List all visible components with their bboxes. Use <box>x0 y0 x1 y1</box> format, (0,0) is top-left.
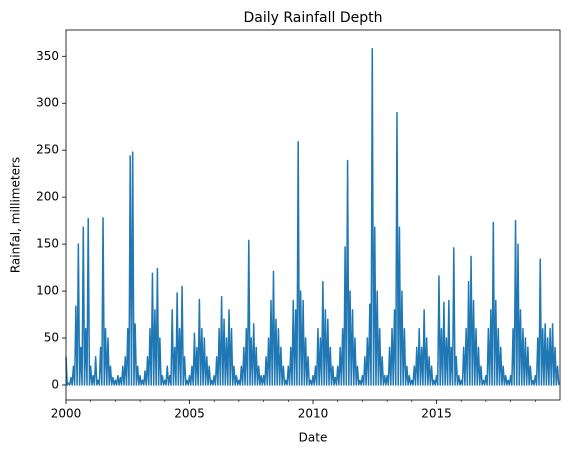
chart-title: Daily Rainfall Depth <box>243 10 382 26</box>
y-tick-label: 50 <box>44 331 59 345</box>
y-tick-label: 100 <box>36 284 59 298</box>
y-tick-label: 200 <box>36 190 59 204</box>
x-tick-label: 2005 <box>174 407 205 421</box>
y-tick-label: 150 <box>36 237 59 251</box>
plot-frame <box>65 29 561 401</box>
x-axis-label: Date <box>299 431 328 445</box>
y-tick-label: 350 <box>36 49 59 63</box>
x-tick-label: 2010 <box>298 407 329 421</box>
y-tick-label: 250 <box>36 143 59 157</box>
x-tick-label: 2015 <box>421 407 452 421</box>
rainfall-line <box>65 48 560 386</box>
x-tick-label: 2000 <box>51 407 82 421</box>
y-axis-label: Rainfal, millimeters <box>9 157 23 273</box>
y-tick-label: 0 <box>51 377 59 391</box>
y-tick-label: 300 <box>36 96 59 110</box>
